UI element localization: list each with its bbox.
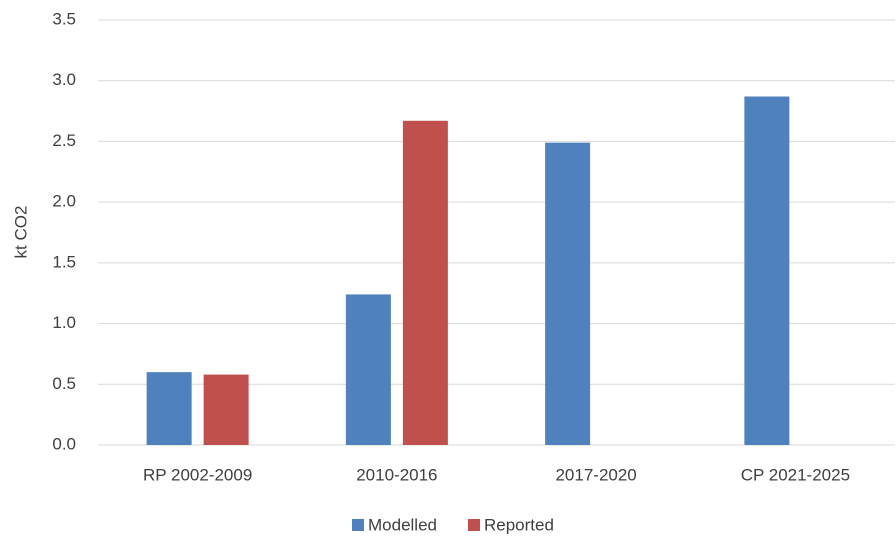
x-tick-label: RP 2002-2009 [143,465,252,484]
y-tick-label: 3.0 [52,70,76,89]
x-tick-label: CP 2021-2025 [741,465,850,484]
y-tick-label: 2.0 [52,192,76,211]
y-axis-label: kt CO2 [11,206,30,259]
bar [146,372,192,445]
y-tick-label: 2.5 [52,131,76,150]
y-tick-label: 0.5 [52,374,76,393]
bar [203,374,249,445]
y-tick-label: 1.5 [52,252,76,271]
bar [402,120,448,446]
bar [545,142,591,445]
legend-swatch [468,519,480,531]
x-tick-label: 2010-2016 [356,465,437,484]
y-tick-label: 3.5 [52,9,76,28]
bar [345,294,391,445]
legend-label: Reported [484,515,554,534]
bar [744,96,790,445]
y-tick-label: 1.0 [52,313,76,332]
x-tick-label: 2017-2020 [555,465,636,484]
legend-label: Modelled [368,515,437,534]
y-tick-label: 0.0 [52,434,76,453]
legend-swatch [352,519,364,531]
